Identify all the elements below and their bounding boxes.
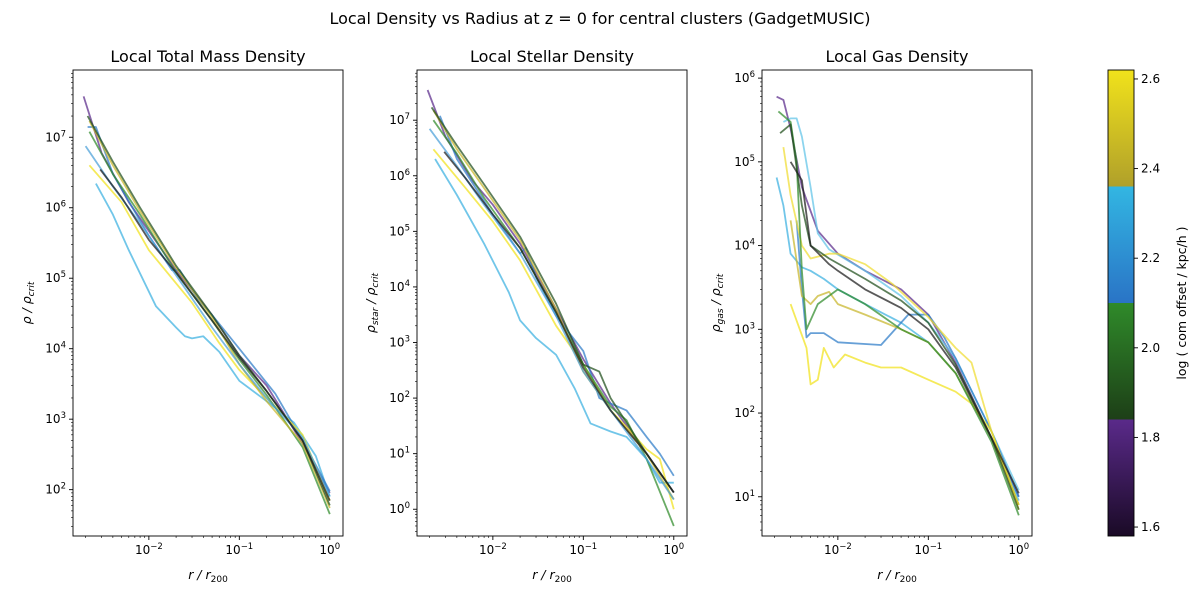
series-line-9 (99, 168, 331, 501)
series-group (82, 96, 331, 515)
series-line-8 (777, 110, 1020, 516)
y-tick-label: 104 (45, 341, 66, 356)
chart-panel-3: 10−2 10−1 100 101 102 103 104 105 106 Local Gas D… (708, 47, 1033, 585)
colorbar-band-1 (1108, 419, 1134, 536)
y-tick-label: 103 (45, 411, 66, 426)
axes-frame (416, 69, 688, 537)
colorbar-band-4 (1108, 70, 1134, 187)
y-tick-label: 103 (734, 321, 755, 336)
series-line-8 (428, 128, 675, 501)
chart-panel-2: 10−2 10−1 100 100 101 102 103 104 105 106 107 Local… (363, 47, 688, 585)
y-tick-label: 107 (389, 112, 410, 127)
y-tick-label: 101 (389, 446, 410, 461)
series-line-10 (789, 161, 1020, 494)
y-tick-label: 106 (734, 70, 755, 85)
series-line-4 (432, 148, 675, 510)
chart-title: Local Stellar Density (470, 47, 634, 66)
x-tick-label: 100 (319, 542, 340, 557)
y-tick-label: 103 (389, 335, 410, 350)
y-tick-label: 105 (389, 223, 410, 238)
series-line-2 (775, 177, 1020, 501)
series-line-2 (95, 183, 331, 497)
axes-frame (72, 69, 344, 537)
y-tick-label: 101 (734, 489, 755, 504)
series-group (775, 95, 1020, 516)
colorbar-band-2 (1108, 303, 1134, 420)
colorbar: 1.6 1.8 2.0 2.2 2.4 2.6 log ( com offset / kpc… (1107, 69, 1189, 537)
chart-panel-1: 10−2 10−1 100 102 103 104 105 106 107 Local Total… (19, 47, 344, 585)
colorbar-tick-label: 2.6 (1141, 72, 1160, 86)
series-group (426, 89, 675, 527)
y-tick-label: 100 (389, 501, 410, 516)
series-line-5 (789, 303, 1020, 506)
y-tick-label: 104 (389, 279, 410, 294)
colorbar-band-3 (1108, 186, 1134, 303)
colorbar-tick-label: 2.0 (1141, 341, 1160, 355)
y-tick-label: 107 (45, 129, 66, 144)
colorbar-tick-label: 2.4 (1141, 162, 1160, 176)
x-tick-label: 10−1 (569, 542, 597, 557)
colorbar-frame (1107, 69, 1135, 537)
series-line-7 (430, 106, 675, 494)
x-tick-label: 100 (1008, 542, 1029, 557)
series-line-7 (86, 115, 331, 506)
series-line-9 (443, 151, 675, 494)
colorbar-label: log ( com offset / kpc/h ) (1174, 226, 1189, 379)
chart-title: Local Total Mass Density (110, 47, 305, 66)
series-line-7 (789, 220, 1020, 506)
x-tick-label: 10−1 (225, 542, 253, 557)
y-tick-label: 106 (389, 168, 410, 183)
series-line-6 (88, 120, 331, 509)
x-tick-label: 100 (663, 542, 684, 557)
y-tick-label: 102 (389, 390, 410, 405)
x-tick-label: 10−2 (824, 542, 852, 557)
x-tick-label: 10−2 (479, 542, 507, 557)
colorbar-tick-label: 2.2 (1141, 251, 1160, 265)
x-tick-label: 10−1 (914, 542, 942, 557)
y-tick-label: 102 (45, 482, 66, 497)
series-line-2 (434, 158, 674, 484)
y-tick-label: 106 (45, 200, 66, 215)
colorbar-tick-label: 1.6 (1141, 520, 1160, 534)
series-line-6 (782, 146, 1020, 510)
y-tick-label: 105 (45, 270, 66, 285)
y-tick-label: 105 (734, 154, 755, 169)
x-axis-label: r / r200 (188, 567, 228, 585)
y-axis-label: ρgas / ρcrit (708, 273, 726, 332)
y-tick-label: 104 (734, 238, 755, 253)
series-line-9 (779, 123, 1020, 511)
y-axis-label: ρ / ρcrit (19, 281, 37, 324)
series-line-1 (426, 89, 675, 494)
x-tick-label: 10−2 (135, 542, 163, 557)
colorbar-tick-label: 1.8 (1141, 430, 1160, 444)
series-line-4 (795, 220, 1020, 498)
x-axis-label: r / r200 (877, 567, 917, 585)
series-line-4 (88, 164, 331, 501)
chart-title: Local Gas Density (825, 47, 968, 66)
axes-frame (761, 69, 1033, 537)
y-axis-label: ρstar / ρcrit (363, 272, 381, 333)
y-tick-label: 102 (734, 405, 755, 420)
figure-suptitle: Local Density vs Radius at z = 0 for cen… (329, 9, 871, 28)
x-axis-label: r / r200 (532, 567, 572, 585)
series-line-1 (776, 95, 1020, 498)
